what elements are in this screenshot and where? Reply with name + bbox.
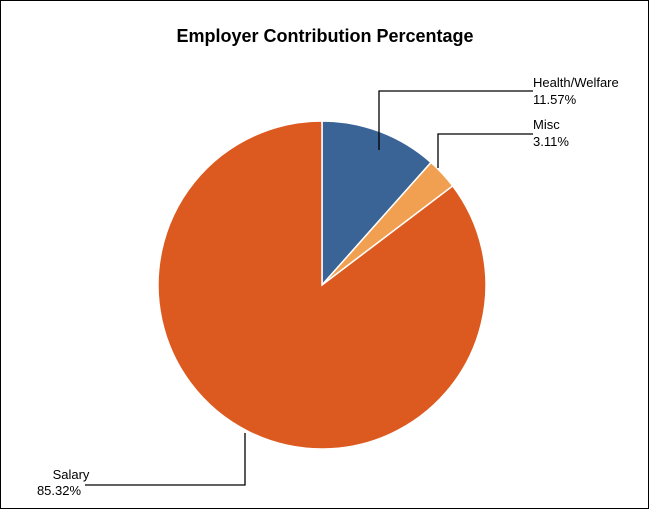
label-health-welfare-name: Health/Welfare [533, 75, 619, 90]
pie-slices [157, 120, 487, 450]
leader-line-health-welfare [378, 90, 533, 150]
label-health-welfare-value: 11.57% [533, 92, 577, 107]
pie-slice-health-welfare [321, 120, 433, 287]
label-salary-name: Salary [53, 467, 90, 482]
leader-line-misc [437, 133, 533, 168]
leader-line-salary [85, 433, 246, 486]
label-misc-value: 3.11% [533, 134, 569, 149]
pie-slice-salary [157, 120, 487, 450]
label-misc-name: Misc [533, 117, 560, 132]
label-salary-value: 85.32% [37, 483, 82, 498]
chart-title: Employer Contribution Percentage [176, 26, 473, 46]
